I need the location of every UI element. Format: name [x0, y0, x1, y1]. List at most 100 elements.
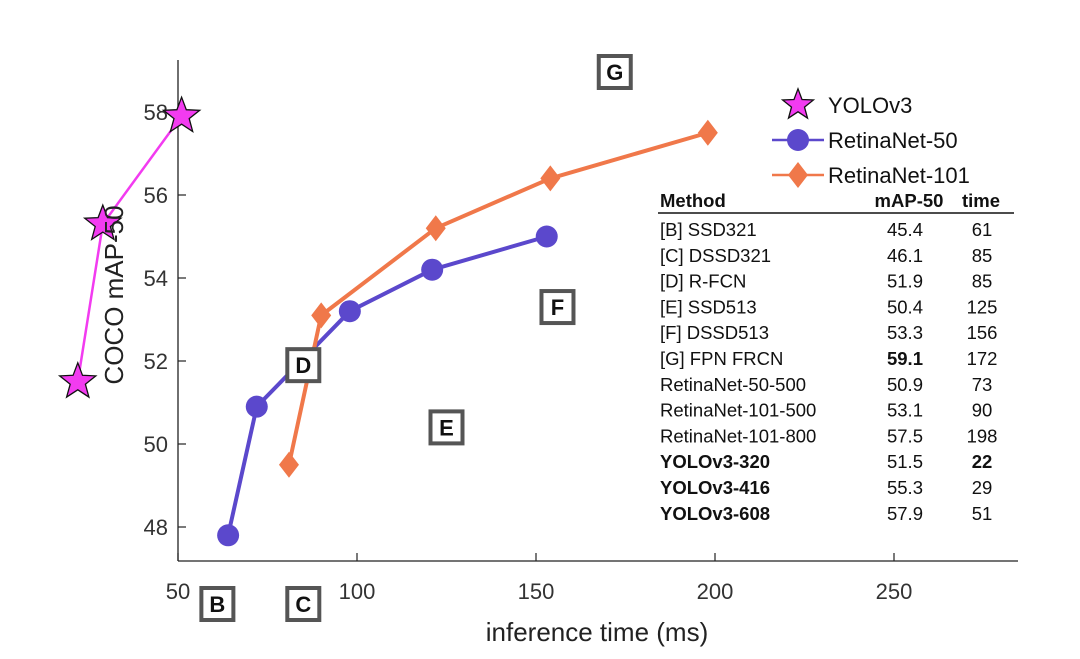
method-box-label: F — [551, 295, 564, 320]
table-cell-method: RetinaNet-50-500 — [660, 374, 806, 395]
y-tick-label: 48 — [144, 515, 168, 540]
data-point — [697, 119, 718, 146]
table-cell-method: RetinaNet-101-500 — [660, 400, 816, 421]
data-point — [278, 451, 299, 478]
legend-marker — [788, 162, 808, 188]
table-cell-map: 50.4 — [887, 296, 923, 317]
table-cell-time: 51 — [972, 503, 993, 524]
axes — [177, 60, 1018, 562]
table-cell-time: 22 — [972, 451, 993, 472]
series-line — [76, 115, 183, 382]
table-cell-method: [D] R-FCN — [660, 271, 746, 292]
table-cell-map: 57.5 — [887, 425, 923, 446]
method-box-label: E — [439, 415, 454, 440]
table-cell-method: YOLOv3-608 — [660, 503, 770, 524]
y-tick-label: 56 — [144, 183, 168, 208]
y-tick-label: 58 — [144, 100, 168, 125]
table-cell-method: [F] DSSD513 — [660, 322, 769, 343]
method-box-label: G — [606, 60, 623, 85]
legend-marker — [787, 129, 809, 151]
table-cell-time: 85 — [972, 271, 993, 292]
table-cell-method: RetinaNet-101-800 — [660, 425, 816, 446]
method-box-label: C — [295, 592, 311, 617]
y-tick-label: 50 — [144, 432, 168, 457]
ticks: 50 100 150 200 250 48 50 52 54 56 58 — [144, 100, 913, 604]
x-tick-label: 250 — [876, 579, 913, 604]
table-row: YOLOv3-320 51.5 22 — [660, 451, 992, 472]
table-cell-time: 125 — [967, 296, 998, 317]
method-box-frame — [428, 409, 465, 446]
data-point — [425, 215, 446, 242]
table-cell-time: 198 — [967, 425, 998, 446]
table-cell-map: 57.9 — [887, 503, 923, 524]
table-header-map: mAP-50 — [875, 190, 944, 211]
data-point — [57, 360, 98, 399]
table-cell-map: 53.1 — [887, 400, 923, 421]
table-cell-time: 90 — [972, 400, 993, 421]
table-cell-map: 50.9 — [887, 374, 923, 395]
table-row: YOLOv3-608 57.9 51 — [660, 503, 992, 524]
table-cell-time: 29 — [972, 477, 993, 498]
legend-marker — [780, 86, 816, 120]
table-cell-time: 85 — [972, 245, 993, 266]
plot-layer — [57, 95, 718, 547]
table-row: YOLOv3-416 55.3 29 — [660, 477, 992, 498]
table-row: [D] R-FCN 51.9 85 — [660, 271, 992, 292]
data-point — [82, 203, 123, 241]
table-cell-time: 172 — [967, 348, 998, 369]
table-cell-method: [G] FPN FRCN — [660, 348, 783, 369]
data-point — [217, 524, 240, 547]
table-cell-method: YOLOv3-416 — [660, 477, 770, 498]
table-cell-time: 61 — [972, 219, 993, 240]
method-box-frame — [285, 586, 322, 622]
table-row: RetinaNet-101-800 57.5 198 — [660, 425, 997, 446]
y-axis-title: COCO mAP-50 — [99, 205, 129, 384]
x-tick-label: 150 — [518, 579, 555, 604]
method-box-c: C — [285, 586, 322, 622]
method-box-b: B — [199, 586, 236, 622]
table-cell-method: YOLOv3-320 — [660, 451, 770, 472]
table-cell-map: 55.3 — [887, 477, 923, 498]
x-tick-label: 200 — [697, 579, 734, 604]
legend-label: RetinaNet-50 — [828, 128, 958, 153]
data-point — [535, 225, 558, 248]
method-box-frame — [539, 289, 576, 326]
method-boxes: B C D E F G — [199, 54, 633, 622]
method-box-label: D — [295, 353, 311, 378]
legend-entry: RetinaNet-101 — [772, 162, 970, 188]
series-line — [226, 234, 548, 536]
method-box-d: D — [285, 347, 322, 384]
table-header-method: Method — [660, 190, 726, 211]
table-row: RetinaNet-50-500 50.9 73 — [660, 374, 992, 395]
table-header-time: time — [962, 190, 1000, 211]
series-line — [287, 130, 709, 466]
data-point — [421, 258, 444, 281]
method-box-frame — [285, 347, 322, 384]
method-box-frame — [199, 586, 236, 622]
data-point — [245, 395, 268, 418]
results-table: Method mAP-50 time [B] SSD321 45.4 61 [C] DSSD… — [658, 190, 1014, 524]
table-row: [F] DSSD513 53.3 156 — [660, 322, 997, 343]
table-cell-map: 45.4 — [887, 219, 923, 240]
table-cell-time: 156 — [967, 322, 998, 343]
method-box-g: G — [596, 54, 633, 90]
table-cell-method: [C] DSSD321 — [660, 245, 771, 266]
table-row: [G] FPN FRCN 59.1 172 — [660, 348, 997, 369]
data-point — [338, 300, 361, 323]
table-cell-map: 51.9 — [887, 271, 923, 292]
table-row: [E] SSD513 50.4 125 — [660, 296, 997, 317]
x-tick-label: 50 — [166, 579, 190, 604]
table-row: RetinaNet-101-500 53.1 90 — [660, 400, 992, 421]
table-cell-map: 59.1 — [887, 348, 923, 369]
data-point — [311, 302, 332, 329]
legend-label: YOLOv3 — [828, 93, 912, 118]
data-point — [161, 95, 202, 133]
table-row: [C] DSSD321 46.1 85 — [660, 245, 992, 266]
table-cell-map: 46.1 — [887, 245, 923, 266]
method-box-e: E — [428, 409, 465, 446]
x-tick-label: 100 — [339, 579, 376, 604]
table-cell-method: [E] SSD513 — [660, 296, 757, 317]
series-retinanet-101 — [278, 119, 718, 478]
table-cell-map: 53.3 — [887, 322, 923, 343]
